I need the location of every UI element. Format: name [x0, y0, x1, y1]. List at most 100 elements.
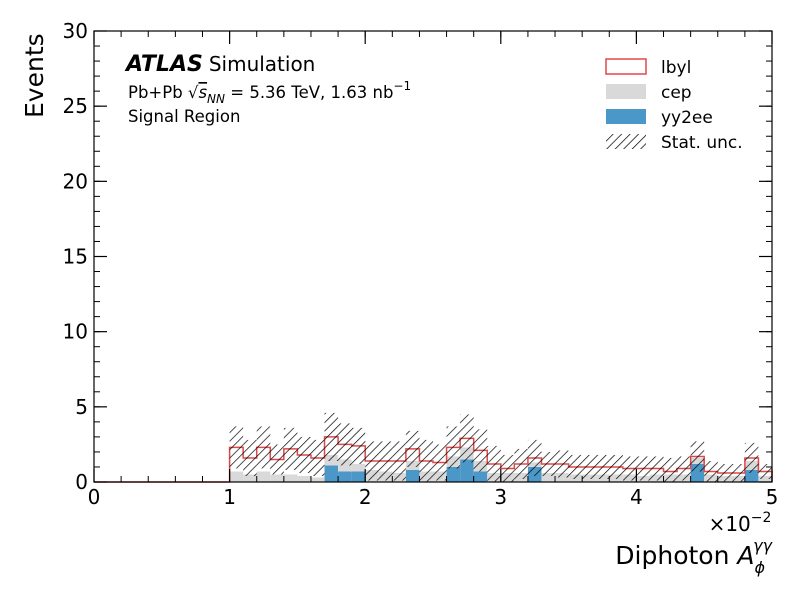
- x-multiplier-exp: −2: [751, 510, 772, 526]
- sqrt-symbol: √: [188, 83, 199, 102]
- cep-bar: [310, 477, 325, 482]
- stat-unc-bin: [758, 463, 772, 479]
- cep-bar: [229, 471, 244, 482]
- axes: 0 1 2 3 4 5 0 5 10 15 20 25 30: [63, 19, 779, 509]
- y-tick-label: 15: [63, 245, 88, 269]
- stat-unc-bin: [405, 430, 420, 467]
- x-tick-label: 4: [630, 485, 643, 509]
- cep-bar: [297, 475, 311, 482]
- luminosity-exp: −1: [393, 79, 411, 93]
- yy2ee-bar: [338, 471, 352, 482]
- legend: lbyl cep yy2ee Stat. unc.: [605, 58, 743, 153]
- x-tick-label: 2: [359, 485, 372, 509]
- x-axis-title-symbol: A: [735, 541, 754, 570]
- stat-unc-bin: [460, 414, 474, 463]
- stat-unc-bin: [744, 442, 759, 473]
- legend-label-yy2ee: yy2ee: [661, 108, 713, 128]
- y-tick-label: 30: [63, 19, 88, 43]
- y-tick-label: 10: [63, 320, 88, 344]
- cep-bar: [351, 463, 366, 472]
- yy2ee-bar: [324, 465, 339, 482]
- x-axis-title-sup: γγ: [753, 536, 773, 555]
- energy-s: s: [198, 83, 207, 102]
- x-axis-title-main: Diphoton: [615, 541, 737, 570]
- stat-unc-bin: [365, 441, 379, 481]
- y-tick-label: 5: [75, 395, 88, 419]
- y-axis-title: Events: [20, 33, 49, 118]
- cep-bar: [256, 471, 271, 482]
- collision-info-prefix: Pb+Pb: [128, 83, 188, 102]
- stat-unc-bin: [283, 427, 298, 470]
- stat-unc-bin: [446, 426, 461, 469]
- stat-unc-bin: [609, 454, 623, 479]
- stat-unc-band: [229, 412, 772, 482]
- signal-region-label: Signal Region: [128, 107, 240, 126]
- stat-unc-bin: [419, 439, 433, 482]
- x-axis-title-sub: ϕ: [755, 558, 766, 577]
- atlas-label-line: ATLAS Simulation: [124, 52, 315, 77]
- x-axis-multiplier: ×10−2: [709, 510, 772, 536]
- stat-unc-bin: [731, 463, 745, 482]
- legend-swatch-stat-unc: [606, 134, 646, 149]
- legend-label-stat: Stat. unc.: [661, 133, 743, 153]
- stat-unc-bin: [677, 456, 691, 481]
- stat-unc-bin: [527, 439, 542, 476]
- stat-unc-bin: [704, 460, 718, 482]
- x-tick-label: 5: [766, 485, 779, 509]
- cep-bar: [283, 474, 298, 482]
- stat-unc-bin: [433, 444, 447, 481]
- collision-info: Pb+Pb √sNN = 5.36 TeV, 1.63 nb−1: [128, 79, 411, 106]
- stat-unc-bin: [473, 429, 488, 472]
- y-tick-label: 0: [75, 470, 88, 494]
- stat-unc-bin: [595, 454, 610, 479]
- yy2ee-bar: [405, 469, 420, 482]
- energy-nn: NN: [207, 92, 225, 106]
- stat-unc-bin: [338, 423, 352, 466]
- stat-unc-bin: [636, 456, 650, 481]
- stat-unc-bin: [717, 463, 732, 482]
- y-tick-label: 25: [63, 94, 88, 118]
- stat-unc-bin: [487, 445, 501, 482]
- stat-unc-bin: [500, 454, 515, 482]
- stat-unc-bin: [541, 451, 556, 476]
- x-tick-label: 3: [494, 485, 507, 509]
- stat-unc-bin: [582, 454, 596, 479]
- legend-label-lbyl: lbyl: [661, 58, 691, 78]
- stat-unc-bin: [392, 441, 406, 481]
- yy2ee-bar: [473, 471, 488, 482]
- cep-bar: [758, 475, 772, 482]
- stat-unc-bin: [555, 450, 569, 478]
- legend-swatch-yy2ee: [606, 109, 646, 124]
- legend-swatch-lbyl: [605, 58, 647, 75]
- stat-unc-bin: [256, 426, 271, 469]
- stat-unc-bin: [649, 456, 664, 481]
- stat-unc-bin: [378, 441, 393, 481]
- cep-bar: [541, 472, 556, 482]
- stat-unc-bin: [243, 439, 257, 476]
- yy2ee-bar: [351, 471, 366, 482]
- cep-bar: [270, 474, 284, 482]
- x-multiplier-base: ×10: [709, 512, 751, 536]
- stat-unc-bin: [297, 436, 311, 473]
- yy2ee-bar: [446, 466, 461, 482]
- x-axis-title: Diphoton Aϕ γγ: [615, 536, 773, 577]
- stat-unc-bin: [514, 448, 528, 479]
- atlas-simulation-label: Simulation: [209, 52, 316, 76]
- stat-unc-bin: [324, 412, 339, 461]
- legend-swatch-cep: [606, 84, 646, 99]
- stat-unc-bin: [310, 439, 325, 476]
- stat-unc-bin: [229, 426, 244, 469]
- stat-unc-bin: [568, 454, 583, 479]
- yy2ee-bar: [460, 459, 474, 482]
- collision-info-suffix: = 5.36 TeV, 1.63 nb: [225, 83, 393, 102]
- stat-unc-bin: [690, 441, 705, 472]
- cep-bar: [243, 474, 257, 482]
- y-tick-label: 20: [63, 169, 88, 193]
- legend-label-cep: cep: [661, 83, 692, 103]
- stat-unc-bin: [663, 457, 678, 482]
- stat-unc-bin: [270, 444, 284, 475]
- x-tick-label: 1: [223, 485, 236, 509]
- stat-unc-bin: [351, 427, 366, 464]
- stat-unc-bin: [622, 456, 637, 481]
